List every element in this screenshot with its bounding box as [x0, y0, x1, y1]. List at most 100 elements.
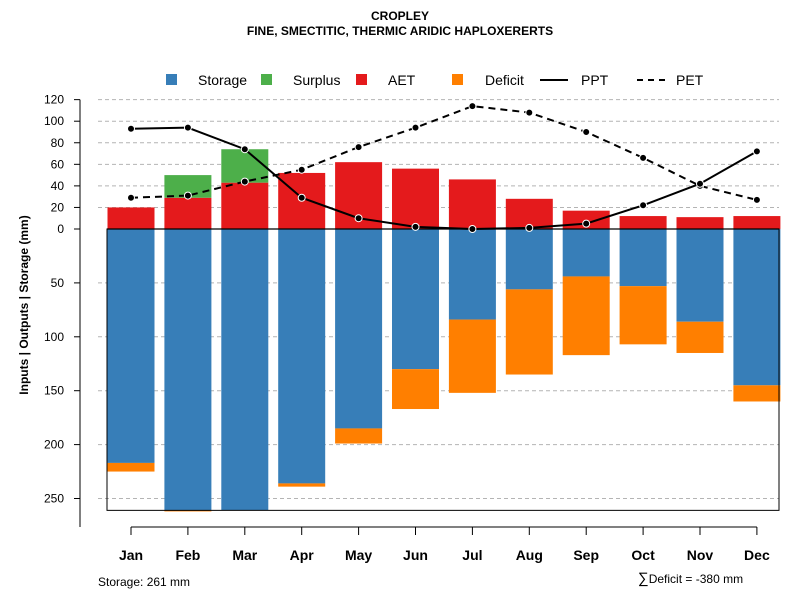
deficit-note: ∑Deficit = -380 mm — [638, 570, 743, 587]
y-tick-label: 80 — [51, 136, 65, 150]
deficit-note-text: Deficit = -380 mm — [648, 572, 744, 586]
legend-swatch-storage — [166, 74, 177, 85]
bar-aet — [107, 207, 155, 229]
bar-aet — [733, 216, 781, 229]
y-tick-label: 200 — [44, 438, 64, 452]
x-tick-label: Jan — [119, 547, 143, 563]
pet-line-point — [582, 127, 591, 136]
y-tick-label: 150 — [44, 384, 64, 398]
bar-deficit — [676, 321, 724, 353]
bar-surplus — [221, 149, 269, 183]
x-tick-label: Sep — [573, 547, 599, 563]
bar-deficit — [562, 276, 610, 356]
ppt-line-point — [240, 145, 249, 154]
ppt-line-point — [582, 219, 591, 228]
bar-deficit — [107, 462, 155, 472]
ppt-line-point — [127, 124, 135, 133]
y-tick-label: 50 — [51, 276, 65, 290]
pet-line-point — [468, 102, 477, 111]
ppt-line-point — [639, 201, 648, 210]
legend-label-deficit: Deficit — [485, 72, 524, 88]
bar-aet — [676, 217, 724, 229]
bar-storage — [676, 229, 724, 322]
legend-swatch-surplus — [261, 74, 272, 85]
x-tick-label: Nov — [687, 547, 714, 563]
bar-deficit — [619, 286, 667, 345]
y-tick-label: 60 — [51, 157, 65, 171]
ppt-line-point — [183, 123, 192, 132]
legend-label-pet: PET — [676, 72, 704, 88]
y-tick-label: 100 — [44, 114, 64, 128]
ppt-line-point — [297, 193, 306, 202]
pet-line-point — [183, 191, 192, 200]
bar-storage — [392, 229, 439, 370]
bar-deficit — [448, 319, 496, 393]
ppt-line — [130, 126, 758, 231]
x-tick-label: Jun — [403, 547, 428, 563]
y-tick-label: 40 — [51, 179, 65, 193]
bar-deficit — [733, 385, 781, 402]
x-tick-label: Jul — [462, 547, 482, 563]
ppt-line-point — [354, 214, 363, 223]
bar-deficit — [505, 289, 553, 375]
bar-storage — [164, 229, 212, 511]
pet-line-point — [411, 123, 420, 132]
ppt-line-point — [752, 147, 761, 156]
legend-label-ppt: PPT — [581, 72, 609, 88]
chart-subtitle: FINE, SMECTITIC, THERMIC ARIDIC HAPLOXER… — [246, 24, 554, 38]
pet-line-point — [127, 193, 135, 202]
y-tick-label: 250 — [44, 492, 64, 506]
y-axis-label: Inputs | Outputs | Storage (mm) — [17, 215, 31, 394]
bar-deficit — [278, 483, 326, 487]
bar-aet — [164, 197, 212, 229]
sigma-symbol: ∑ — [638, 570, 649, 587]
bar-deficit — [335, 428, 383, 444]
bar-surplus — [164, 175, 212, 198]
bar-aet — [448, 179, 496, 229]
chart-title: CROPLEY — [370, 9, 429, 23]
pet-line-point — [240, 177, 249, 186]
bar-storage — [221, 229, 269, 511]
ppt-line-point — [525, 223, 534, 232]
pet-line — [130, 105, 758, 201]
bar-storage — [562, 229, 610, 277]
pet-line-point — [525, 108, 534, 117]
bar-storage — [278, 229, 326, 484]
bar-storage — [107, 229, 155, 463]
pet-line-point — [752, 195, 761, 204]
storage-note: Storage: 261 mm — [98, 575, 191, 589]
x-tick-label: May — [345, 547, 372, 563]
pet-line-point — [297, 165, 306, 174]
legend-swatch-deficit — [452, 74, 463, 85]
x-tick-label: Dec — [744, 547, 770, 563]
bar-deficit — [392, 369, 439, 410]
pet-line-point — [354, 143, 363, 152]
bar-aet — [619, 216, 667, 229]
bar-aet — [392, 168, 439, 229]
bar-storage — [505, 229, 553, 290]
legend-label-storage: Storage — [198, 72, 247, 88]
x-tick-label: Mar — [232, 547, 257, 563]
y-tick-label: 20 — [51, 200, 65, 214]
bar-deficit — [164, 510, 212, 512]
pet-line-point — [639, 153, 648, 162]
x-tick-label: Apr — [290, 547, 315, 563]
x-tick-label: Oct — [631, 547, 655, 563]
bar-storage — [733, 229, 781, 386]
ppt-line-point — [411, 222, 420, 231]
x-tick-label: Feb — [175, 547, 200, 563]
legend-label-surplus: Surplus — [293, 72, 340, 88]
y-tick-label: 0 — [57, 222, 64, 236]
x-tick-label: Aug — [516, 547, 543, 563]
legend-label-aet: AET — [388, 72, 416, 88]
y-tick-label: 100 — [44, 330, 64, 344]
bar-aet — [221, 182, 269, 229]
bar-storage — [619, 229, 667, 287]
ppt-line-point — [696, 179, 704, 188]
bar-storage — [335, 229, 383, 429]
legend-swatch-aet — [356, 74, 367, 85]
bar-storage — [448, 229, 496, 320]
ppt-line-point — [468, 225, 477, 233]
